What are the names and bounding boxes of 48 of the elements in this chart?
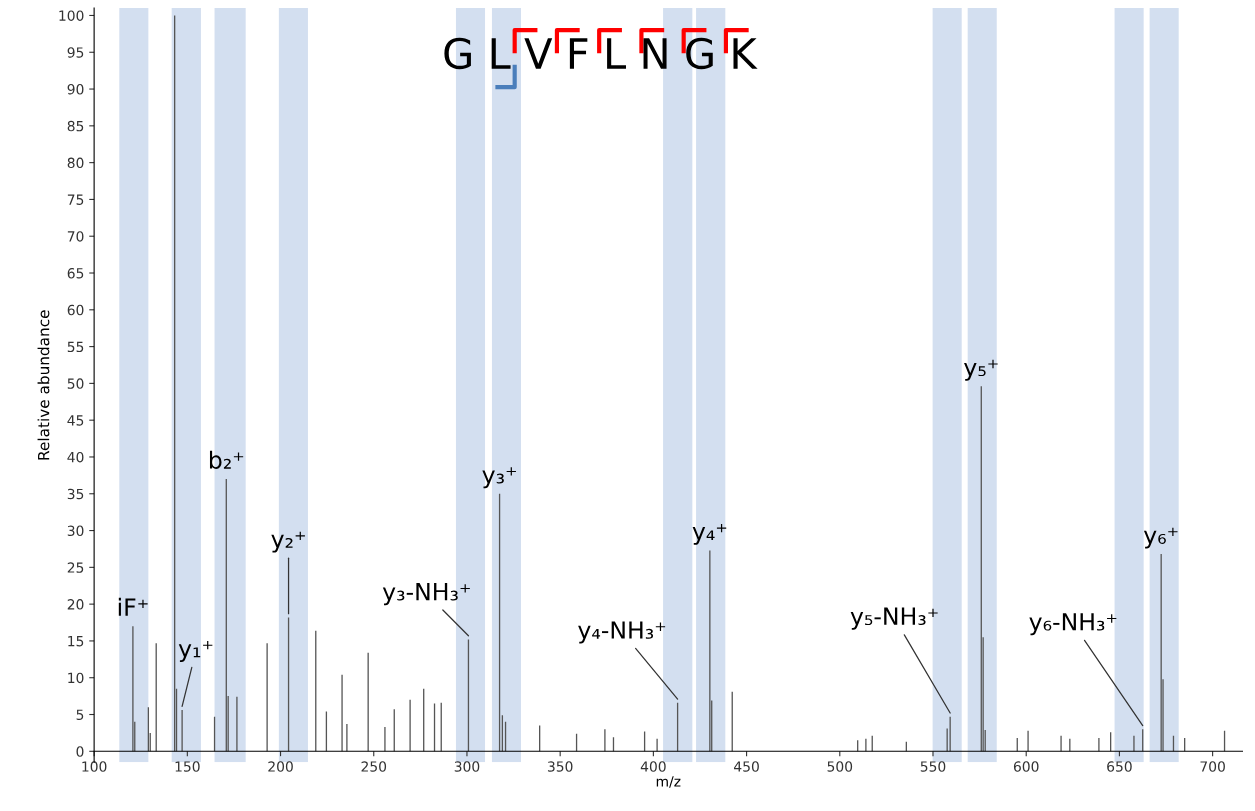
x-tick-label: 450 <box>734 761 759 772</box>
annotation: y₃-NH₃⁺ <box>382 583 470 606</box>
y-tick-label: 95 <box>67 47 84 58</box>
y-tick-label: 85 <box>67 120 84 132</box>
y-tick-label: 30 <box>67 525 84 537</box>
x-tick-label: 300 <box>454 761 480 772</box>
y-tick-label: 35 <box>67 488 84 500</box>
y-tick-label: 25 <box>67 562 84 573</box>
annotation: G L V F L N G K <box>444 37 758 70</box>
x-tick-label: 150 <box>175 761 200 772</box>
x-tick-label: 600 <box>1013 761 1039 772</box>
y-tick-label: 80 <box>67 157 84 169</box>
x-tick-label: 200 <box>268 761 293 772</box>
y-tick-label: 45 <box>67 415 84 426</box>
annotation: y₃⁺ <box>482 467 516 489</box>
y-tick-label: 5 <box>76 709 84 720</box>
annotation: y₆⁺ <box>1143 527 1178 549</box>
annotation: iF⁺ <box>118 597 148 616</box>
y-tick-label: 10 <box>68 672 84 684</box>
annotation: y₅⁺ <box>964 359 998 381</box>
y-tick-label: 100 <box>59 10 84 21</box>
x-tick-label: 400 <box>640 761 666 772</box>
y-tick-label: 60 <box>67 304 84 316</box>
y-tick-label: 0 <box>76 746 84 757</box>
annotation: y₁⁺ <box>178 641 213 662</box>
annotation: b₂⁺ <box>209 450 244 469</box>
annotation: y₄⁺ <box>692 523 727 545</box>
y-tick-label: 40 <box>67 451 84 463</box>
x-tick-label: 650 <box>1107 761 1132 772</box>
y-tick-label: 90 <box>67 84 84 95</box>
annotation: y₂⁺ <box>271 531 305 553</box>
y-tick-label: 15 <box>68 636 84 647</box>
y-tick-label: 75 <box>67 194 84 205</box>
annotation: y₅-NH₃⁺ <box>850 607 938 630</box>
annotation: y₄-NH₃⁺ <box>578 621 666 644</box>
x-tick-label: 250 <box>361 761 387 772</box>
x-axis-title: m/z <box>656 776 681 788</box>
y-tick-label: 20 <box>67 599 84 610</box>
y-tick-label: 55 <box>67 341 84 353</box>
x-tick-label: 350 <box>547 761 573 772</box>
y-tick-label: 50 <box>67 378 84 389</box>
x-tick-label: 550 <box>920 761 946 772</box>
annotation: y₆-NH₃⁺ <box>1029 613 1117 636</box>
y-tick-label: 70 <box>67 231 84 242</box>
y-tick-label: 65 <box>67 267 84 279</box>
x-tick-label: 700 <box>1200 761 1225 772</box>
y-axis-title: Relative abundance <box>37 310 50 460</box>
x-tick-label: 500 <box>827 761 853 772</box>
